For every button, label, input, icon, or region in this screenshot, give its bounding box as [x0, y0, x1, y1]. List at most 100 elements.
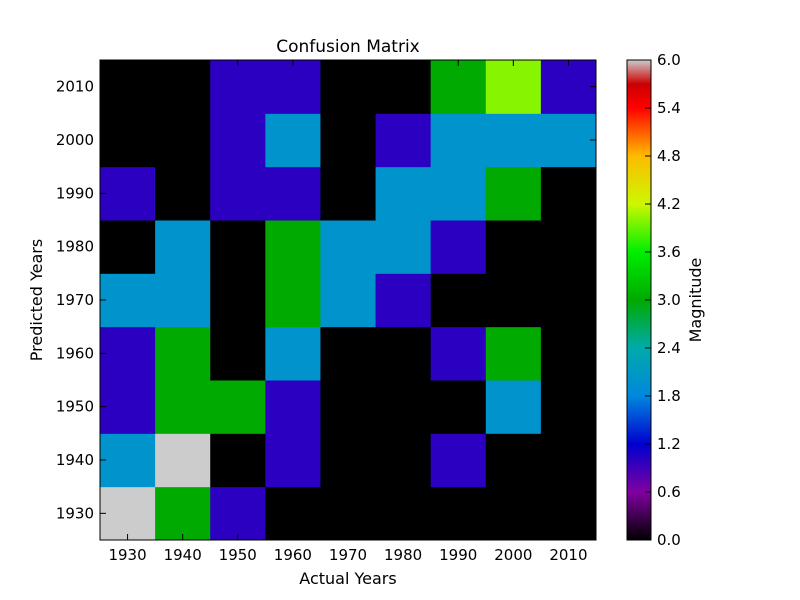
heatmap-cell	[100, 273, 156, 328]
heatmap-cell	[265, 166, 321, 221]
x-tick-label: 2010	[549, 546, 587, 564]
heatmap-cell	[265, 326, 321, 381]
colorbar-tick-label: 0.0	[657, 531, 681, 549]
colorbar-label: Magnitude	[686, 258, 705, 343]
heatmap-cell	[430, 380, 487, 434]
heatmap-cell	[540, 433, 597, 488]
y-tick-label: 2010	[56, 78, 94, 96]
heatmap-cell	[155, 273, 211, 328]
y-axis-label: Predicted Years	[27, 239, 46, 361]
x-tick-label: 1980	[384, 546, 422, 564]
colorbar-tick-label: 4.2	[657, 195, 681, 213]
y-tick-label: 1980	[56, 238, 94, 256]
heatmap-cell	[155, 326, 211, 381]
heatmap-cell	[320, 326, 377, 381]
y-tick-label: 1940	[56, 451, 94, 469]
heatmap-cell	[100, 433, 156, 488]
heatmap-cell	[430, 60, 487, 114]
heatmap-cell	[265, 113, 321, 168]
x-tick-label: 1940	[164, 546, 202, 564]
heatmap-cell	[155, 486, 211, 541]
heatmap-cell	[430, 220, 487, 274]
heatmap-cell	[210, 220, 266, 274]
x-axis-label: Actual Years	[299, 569, 396, 588]
heatmap-cell	[375, 433, 432, 488]
colorbar-tick-label: 3.6	[657, 243, 681, 261]
heatmap-cell	[320, 380, 377, 434]
heatmap-cell	[375, 220, 432, 274]
heatmap-cell	[540, 486, 597, 541]
heatmap-cell	[375, 166, 432, 221]
colorbar-tick-label: 2.4	[657, 339, 681, 357]
x-tick-label: 1950	[219, 546, 257, 564]
x-tick-label: 1990	[439, 546, 477, 564]
heatmap-cell	[430, 326, 487, 381]
heatmap-cell	[265, 433, 321, 488]
colorbar-tick-label: 5.4	[657, 99, 681, 117]
colorbar-tick-label: 4.8	[657, 147, 681, 165]
heatmap-cell	[100, 380, 156, 434]
heatmap-cell	[320, 166, 377, 221]
heatmap-cell	[100, 166, 156, 221]
heatmap-cell	[430, 166, 487, 221]
y-tick-label: 1960	[56, 344, 94, 362]
y-tick-label: 1990	[56, 184, 94, 202]
colorbar-tick-label: 1.2	[657, 435, 681, 453]
heatmap-cell	[375, 60, 432, 114]
heatmap-cell	[210, 273, 266, 328]
heatmap-cell	[100, 60, 156, 114]
heatmap-cell	[485, 60, 542, 114]
heatmap-cell	[265, 380, 321, 434]
heatmap-cell	[155, 433, 211, 488]
heatmap-cell	[485, 433, 542, 488]
heatmap-cell	[485, 273, 542, 328]
heatmap-cell	[485, 326, 542, 381]
heatmap-cell	[210, 60, 266, 114]
heatmap-cell	[540, 220, 597, 274]
colorbar-tick-label: 1.8	[657, 387, 681, 405]
heatmap-cell	[375, 380, 432, 434]
heatmap-cell	[155, 220, 211, 274]
heatmap-cell	[430, 113, 487, 168]
heatmap-cell	[210, 433, 266, 488]
y-tick-label: 1930	[56, 504, 94, 522]
colorbar-tick-label: 0.6	[657, 483, 681, 501]
heatmap-cell	[540, 326, 597, 381]
x-tick-label: 1960	[274, 546, 312, 564]
heatmap-cell	[485, 380, 542, 434]
heatmap-cell	[155, 113, 211, 168]
heatmap-cell	[320, 433, 377, 488]
heatmap-cell	[210, 326, 266, 381]
heatmap-cell	[155, 166, 211, 221]
heatmap-cell	[540, 380, 597, 434]
heatmap-cell	[540, 60, 597, 114]
heatmap-cell	[375, 113, 432, 168]
y-axis-ticks: 1930 1940 1950 1960 1970 1980 1990 2000 2010	[56, 78, 596, 522]
heatmap-cell	[265, 220, 321, 274]
heatmap-cell	[320, 486, 377, 541]
heatmap-cell	[485, 486, 542, 541]
heatmap-cell	[375, 273, 432, 328]
heatmap-cell	[430, 486, 487, 541]
heatmap-cell	[210, 380, 266, 434]
heatmap-cell	[320, 220, 377, 274]
heatmap-cell	[485, 220, 542, 274]
heatmap-cell	[210, 113, 266, 168]
heatmap-cell	[375, 486, 432, 541]
x-tick-label: 2000	[494, 546, 532, 564]
heatmap-cell	[265, 273, 321, 328]
y-tick-label: 2000	[56, 131, 94, 149]
colorbar-tick-label: 3.0	[657, 291, 681, 309]
heatmap-cell	[100, 220, 156, 274]
heatmap-cell	[430, 433, 487, 488]
heatmap-cell	[155, 60, 211, 114]
heatmap-cell	[540, 166, 597, 221]
heatmap-cell	[485, 166, 542, 221]
heatmap-cell	[540, 273, 597, 328]
heatmap-cell	[430, 273, 487, 328]
x-axis-ticks: 1930 1940 1950 1960 1970 1980 1990 2000 2010	[108, 60, 588, 564]
heatmap-cell	[265, 486, 321, 541]
colorbar-ticks: 0.0 0.6 1.2 1.8 2.4 3.0 3.6 4.2 4.8 5.4 6.0	[645, 51, 681, 549]
chart-title: Confusion Matrix	[276, 37, 420, 57]
